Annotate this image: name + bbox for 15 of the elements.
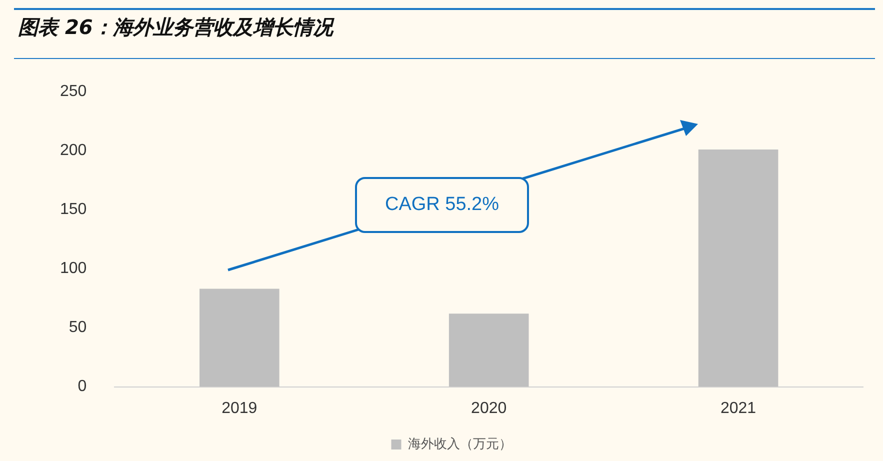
y-tick-label: 50: [68, 319, 87, 336]
y-tick-label: 100: [60, 260, 87, 278]
y-tick-label: 150: [60, 201, 87, 218]
bar: [448, 314, 529, 387]
x-tick-label: 2019: [222, 400, 258, 417]
bar: [200, 288, 280, 387]
y-tick-label: 200: [60, 142, 87, 160]
chart-title: 图表 26：海外业务营收及增长情况: [18, 14, 333, 41]
annotation: CAGR 55.2%: [355, 177, 529, 233]
y-tick-label: 250: [60, 83, 87, 100]
bar: [698, 149, 778, 387]
x-tick-label: 2021: [720, 400, 756, 417]
legend-label: 海外收入（万元）: [408, 436, 512, 452]
x-tick-label: 2020: [471, 400, 507, 417]
y-tick-label: 0: [78, 378, 87, 396]
